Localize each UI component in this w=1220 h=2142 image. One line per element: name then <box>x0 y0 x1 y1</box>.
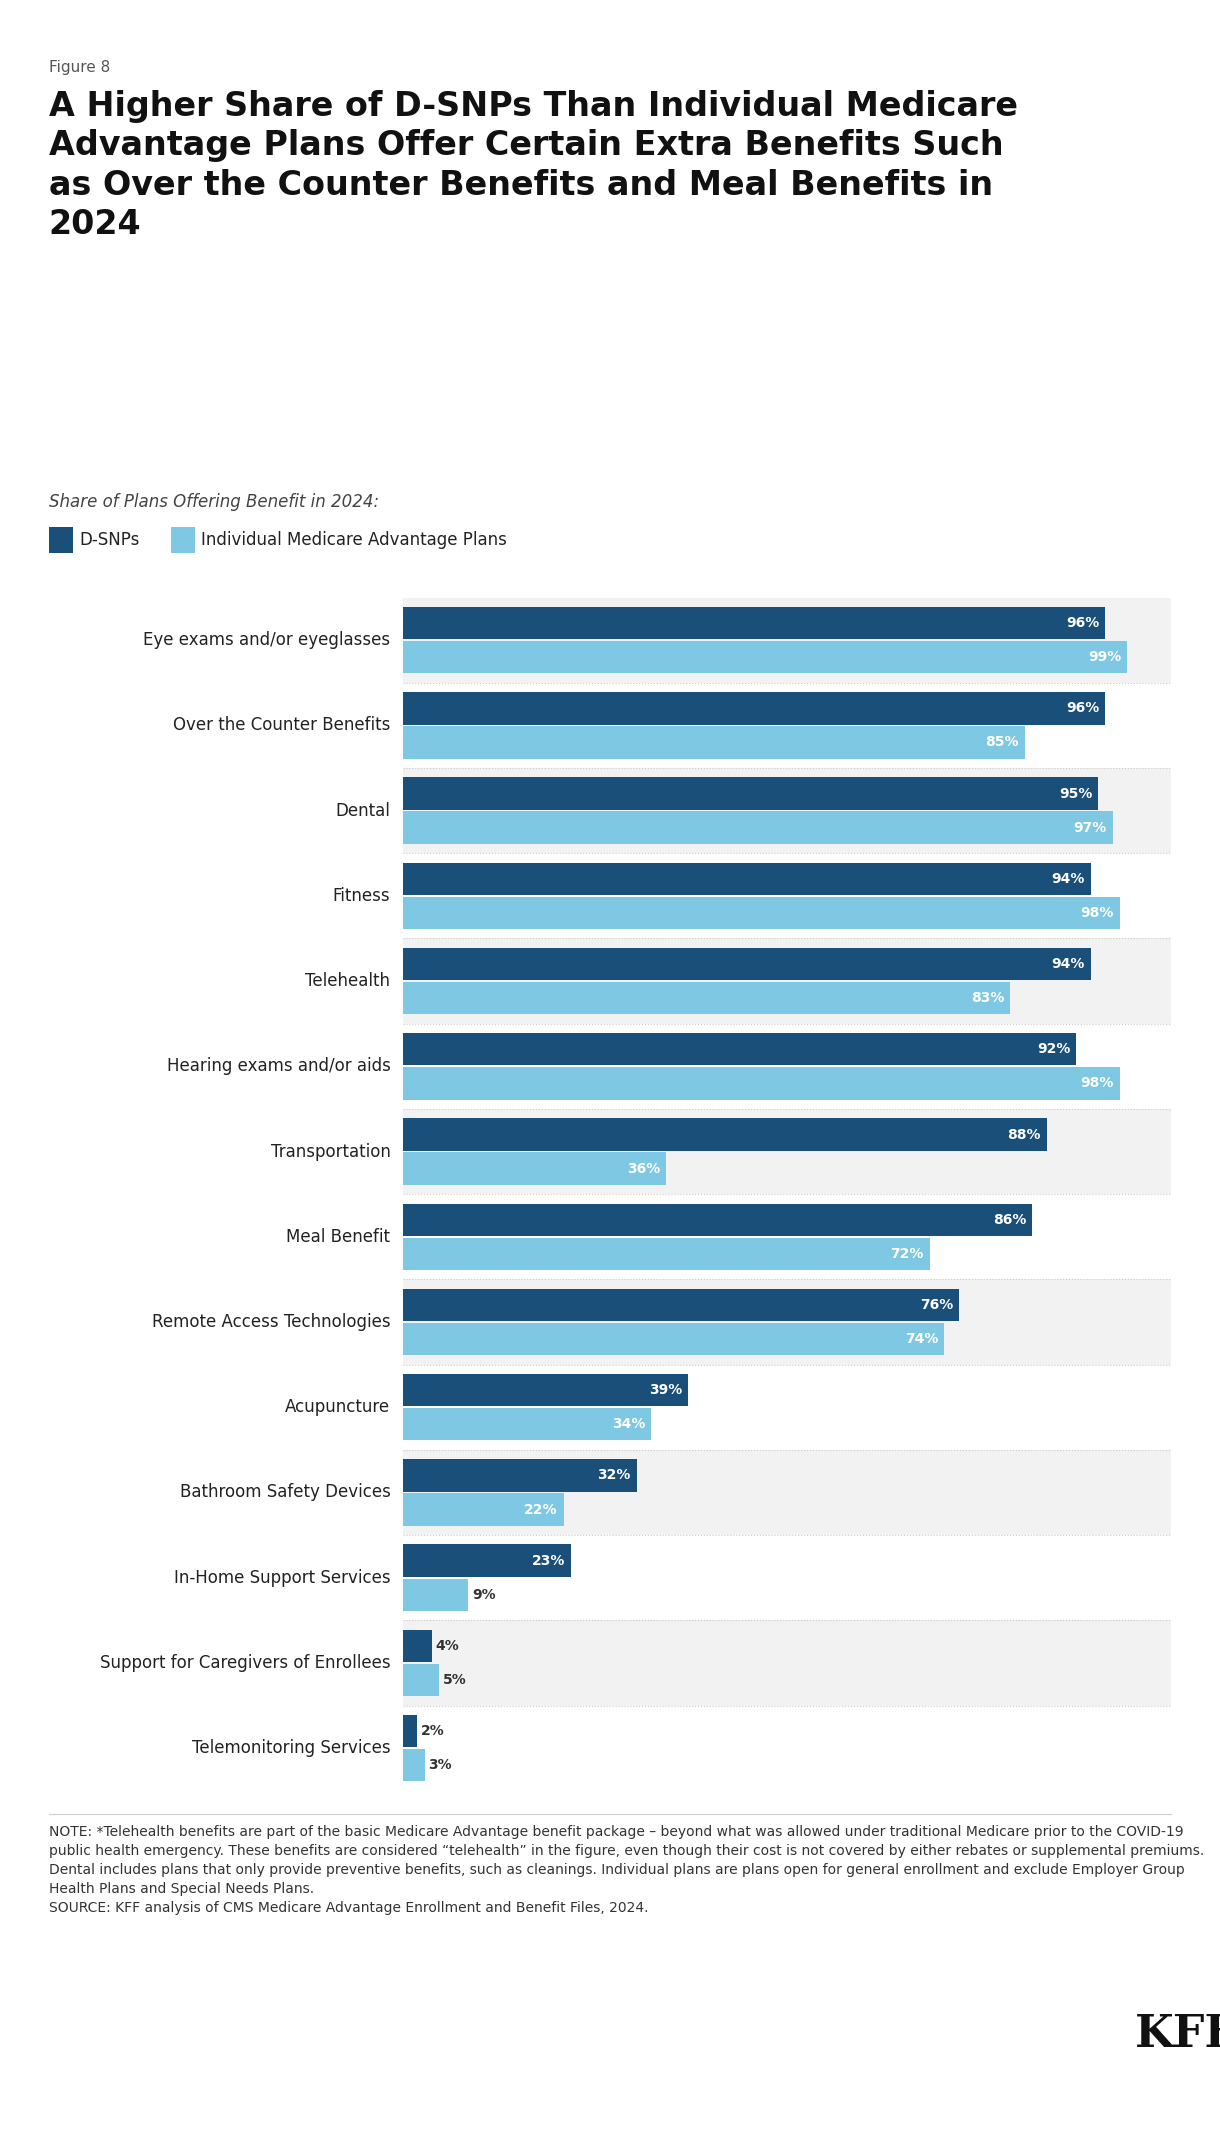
Bar <box>403 1450 1171 1536</box>
Bar <box>403 1716 417 1748</box>
Bar <box>403 1067 1120 1099</box>
Bar <box>403 1536 1171 1619</box>
Text: 74%: 74% <box>905 1332 938 1345</box>
Bar <box>403 1459 637 1491</box>
Text: 92%: 92% <box>1037 1043 1070 1056</box>
Bar <box>403 683 1171 769</box>
Bar <box>403 1364 1171 1450</box>
Text: 32%: 32% <box>598 1469 631 1482</box>
Text: Share of Plans Offering Benefit in 2024:: Share of Plans Offering Benefit in 2024: <box>49 493 379 510</box>
Text: Acupuncture: Acupuncture <box>285 1399 390 1416</box>
Text: 34%: 34% <box>612 1418 645 1431</box>
Text: 95%: 95% <box>1059 786 1092 801</box>
Bar <box>403 1032 1076 1065</box>
Bar <box>403 1024 1171 1110</box>
Text: Meal Benefit: Meal Benefit <box>287 1227 390 1247</box>
Bar <box>403 1544 571 1577</box>
Text: 85%: 85% <box>986 735 1019 750</box>
Bar <box>403 863 1091 895</box>
Bar <box>403 606 1105 638</box>
Bar <box>403 812 1113 844</box>
Bar <box>403 1619 1171 1705</box>
Bar <box>403 1110 1171 1193</box>
Text: 3%: 3% <box>428 1759 451 1771</box>
Text: Fitness: Fitness <box>333 887 390 904</box>
Text: 83%: 83% <box>971 992 1004 1005</box>
Text: 4%: 4% <box>436 1639 459 1654</box>
Text: 98%: 98% <box>1081 906 1114 919</box>
Text: Dental: Dental <box>336 801 390 820</box>
Bar <box>403 1705 1171 1791</box>
Text: 9%: 9% <box>472 1587 495 1602</box>
Bar <box>403 1289 959 1322</box>
Bar <box>403 640 1127 673</box>
Bar <box>403 1630 432 1662</box>
Text: Eye exams and/or eyeglasses: Eye exams and/or eyeglasses <box>143 632 390 649</box>
Bar <box>403 1664 439 1696</box>
Text: Support for Caregivers of Enrollees: Support for Caregivers of Enrollees <box>100 1654 390 1673</box>
Bar <box>403 726 1025 758</box>
Text: A Higher Share of D-SNPs Than Individual Medicare
Advantage Plans Offer Certain : A Higher Share of D-SNPs Than Individual… <box>49 90 1017 242</box>
Text: 99%: 99% <box>1088 651 1121 664</box>
Text: In-Home Support Services: In-Home Support Services <box>173 1568 390 1587</box>
Text: Individual Medicare Advantage Plans: Individual Medicare Advantage Plans <box>201 531 508 548</box>
Text: 39%: 39% <box>649 1384 682 1397</box>
Bar <box>403 938 1171 1024</box>
Text: 23%: 23% <box>532 1553 565 1568</box>
Bar <box>403 1750 425 1782</box>
Bar <box>403 1118 1047 1150</box>
Text: Telehealth: Telehealth <box>305 972 390 990</box>
Bar <box>403 692 1105 724</box>
Text: 88%: 88% <box>1008 1127 1041 1142</box>
Text: 5%: 5% <box>443 1673 466 1688</box>
Bar <box>403 897 1120 930</box>
Text: Remote Access Technologies: Remote Access Technologies <box>151 1313 390 1330</box>
Text: Figure 8: Figure 8 <box>49 60 110 75</box>
Text: Telemonitoring Services: Telemonitoring Services <box>192 1739 390 1756</box>
Text: Bathroom Safety Devices: Bathroom Safety Devices <box>179 1484 390 1502</box>
Bar <box>403 853 1171 938</box>
Text: 96%: 96% <box>1066 617 1099 630</box>
Text: 86%: 86% <box>993 1212 1026 1227</box>
Bar <box>403 769 1171 853</box>
Text: 98%: 98% <box>1081 1077 1114 1090</box>
Bar <box>403 1238 930 1270</box>
Bar <box>403 1193 1171 1279</box>
Text: 76%: 76% <box>920 1298 953 1311</box>
Text: Transportation: Transportation <box>271 1142 390 1161</box>
Bar <box>403 1204 1032 1236</box>
Bar <box>403 1279 1171 1364</box>
Bar <box>403 1579 468 1611</box>
Text: 36%: 36% <box>627 1161 660 1176</box>
Text: 2%: 2% <box>421 1724 444 1737</box>
Bar <box>403 1324 944 1356</box>
Text: D-SNPs: D-SNPs <box>79 531 139 548</box>
Bar <box>403 778 1098 810</box>
Text: 72%: 72% <box>891 1247 924 1262</box>
Bar <box>403 1152 666 1185</box>
Bar <box>403 598 1171 683</box>
Text: Over the Counter Benefits: Over the Counter Benefits <box>173 715 390 735</box>
Bar <box>403 981 1010 1015</box>
Text: NOTE: *Telehealth benefits are part of the basic Medicare Advantage benefit pack: NOTE: *Telehealth benefits are part of t… <box>49 1825 1204 1915</box>
Text: 97%: 97% <box>1074 820 1107 835</box>
Text: 94%: 94% <box>1052 872 1085 887</box>
Bar <box>403 1373 688 1407</box>
Bar <box>403 949 1091 981</box>
Bar <box>403 1407 651 1439</box>
Text: KFF: KFF <box>1135 2013 1220 2056</box>
Bar <box>403 1493 564 1525</box>
Text: 96%: 96% <box>1066 700 1099 715</box>
Text: 22%: 22% <box>525 1502 558 1517</box>
Text: 94%: 94% <box>1052 957 1085 970</box>
Text: Hearing exams and/or aids: Hearing exams and/or aids <box>166 1058 390 1075</box>
